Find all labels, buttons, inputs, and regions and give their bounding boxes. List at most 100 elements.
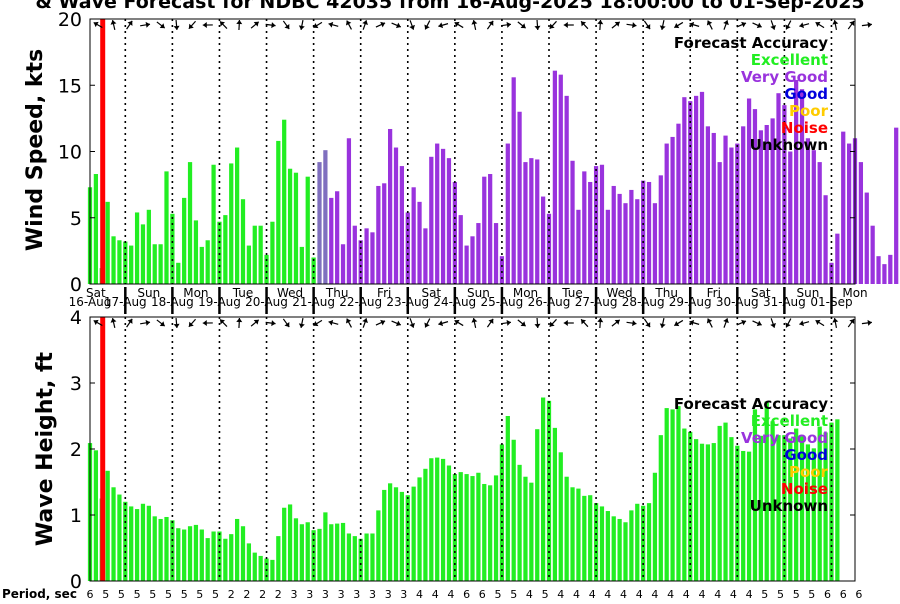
legend-unknown: Unknown	[750, 497, 828, 515]
legend-noise: Noise	[781, 119, 828, 137]
direction-arrow	[579, 19, 590, 30]
legend-noise: Noise	[781, 480, 828, 498]
bar	[835, 234, 839, 284]
bar	[665, 144, 669, 284]
bar	[194, 525, 198, 581]
period-value: 2	[275, 588, 282, 600]
bar	[700, 444, 704, 581]
bar	[629, 510, 633, 581]
period-value: 2	[259, 588, 266, 600]
bar	[200, 530, 204, 581]
legend-good: Good	[784, 446, 828, 464]
bar	[694, 96, 698, 284]
bar	[282, 120, 286, 284]
bar	[153, 244, 157, 284]
bar	[723, 136, 727, 284]
bar	[570, 161, 574, 284]
bar	[217, 222, 221, 284]
legend-good: Good	[784, 85, 828, 103]
bar	[300, 524, 304, 581]
bar	[465, 246, 469, 284]
period-value: 6	[479, 588, 486, 600]
period-value: 4	[746, 588, 753, 600]
direction-arrow	[203, 320, 213, 326]
bar	[806, 138, 810, 284]
period-value: 5	[165, 588, 172, 600]
period-value: 5	[118, 588, 125, 600]
bar	[341, 244, 345, 284]
bar	[547, 401, 551, 581]
bar	[529, 483, 533, 581]
direction-arrow	[832, 318, 840, 329]
period-value: 4	[636, 588, 643, 600]
bar	[512, 77, 516, 284]
bar	[382, 490, 386, 581]
direction-arrow	[485, 19, 496, 31]
period-value: 5	[212, 588, 219, 600]
bar	[871, 226, 875, 284]
direction-arrow	[814, 318, 826, 328]
bar	[247, 246, 251, 284]
bar	[253, 226, 257, 284]
direction-arrow	[328, 21, 339, 29]
period-value: 4	[447, 588, 454, 600]
bar	[635, 199, 639, 284]
direction-arrow	[501, 21, 512, 28]
bar	[253, 553, 257, 581]
bar	[641, 181, 645, 284]
direction-arrow	[360, 317, 369, 328]
bar	[94, 450, 98, 581]
period-row-label: Period, sec	[2, 587, 77, 600]
bar	[676, 406, 680, 581]
direction-arrow	[485, 317, 496, 329]
bar	[612, 186, 616, 284]
bar	[659, 175, 663, 284]
bar	[718, 426, 722, 581]
bar	[129, 246, 133, 284]
bar	[823, 195, 827, 284]
direction-arrow	[751, 318, 763, 328]
bar	[517, 112, 521, 284]
bar	[312, 258, 316, 285]
y-tick-label: 1	[70, 505, 82, 527]
period-value: 5	[181, 588, 188, 600]
bar	[364, 228, 368, 284]
period-value: 5	[149, 588, 156, 600]
bar	[306, 522, 310, 581]
bar	[147, 210, 151, 284]
bar	[329, 198, 333, 284]
bar	[888, 255, 892, 284]
direction-arrow	[832, 20, 840, 31]
bar	[370, 533, 374, 581]
period-value: 6	[824, 588, 831, 600]
bar	[247, 543, 251, 581]
bar	[523, 162, 527, 284]
direction-arrow	[187, 317, 198, 328]
bar	[553, 71, 557, 284]
period-value: 4	[604, 588, 611, 600]
bar	[712, 443, 716, 581]
bar	[353, 226, 357, 284]
bar	[612, 516, 616, 581]
bar	[453, 182, 457, 284]
direction-arrow	[249, 19, 261, 30]
bar	[476, 223, 480, 284]
period-value: 4	[683, 588, 690, 600]
bar	[335, 191, 339, 284]
legend-title: Forecast Accuracy	[674, 395, 828, 413]
bar	[565, 477, 569, 581]
bar	[635, 504, 639, 581]
period-value: 5	[134, 588, 141, 600]
bar	[788, 152, 792, 285]
bar	[394, 487, 398, 581]
bar	[576, 489, 580, 581]
bar	[482, 177, 486, 284]
bar	[729, 437, 733, 581]
bar	[841, 132, 845, 284]
period-value: 2	[228, 588, 235, 600]
bar	[206, 240, 210, 284]
direction-arrow	[438, 319, 449, 328]
bar	[506, 144, 510, 284]
bar	[317, 162, 321, 284]
direction-arrow	[673, 20, 685, 30]
